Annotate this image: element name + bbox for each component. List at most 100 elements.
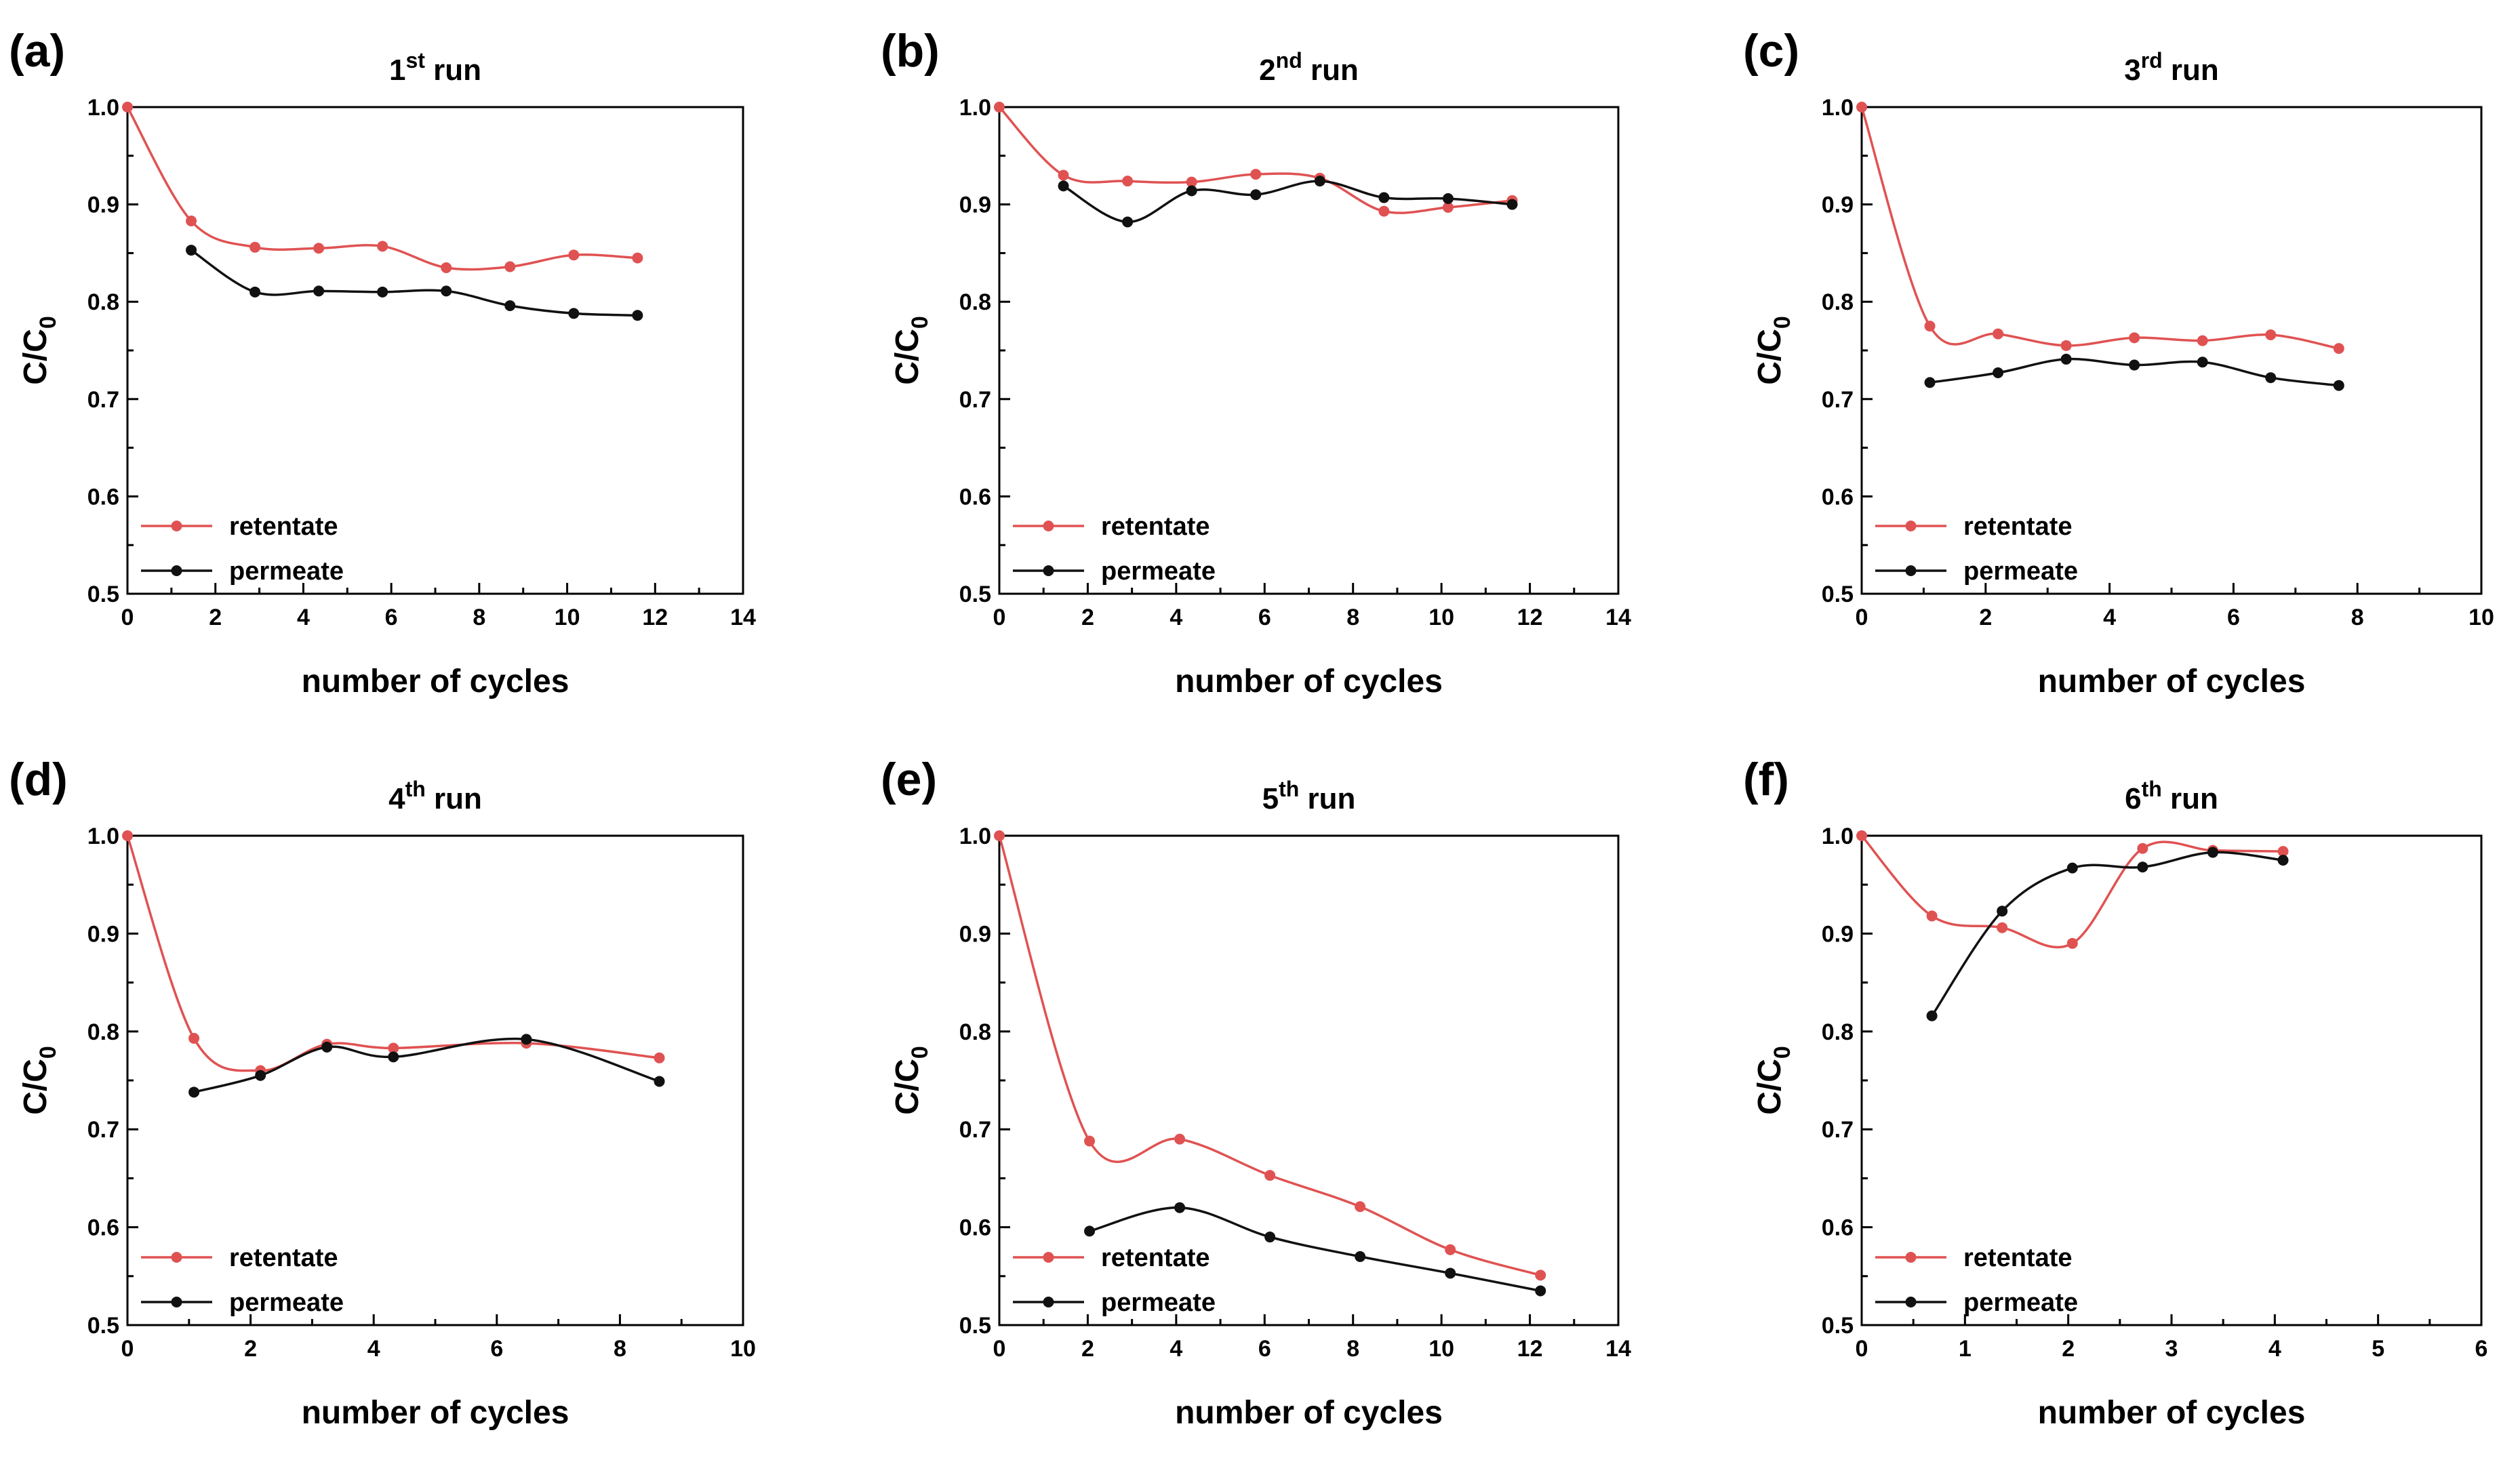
panel-label: (c): [1743, 25, 1799, 77]
data-point-retentate: [504, 261, 516, 272]
x-tick-label: 10: [555, 605, 580, 630]
plot-frame: [1860, 106, 2483, 595]
data-point-retentate: [2066, 937, 2078, 949]
data-point-retentate: [2137, 842, 2148, 854]
data-point-permeate: [313, 285, 325, 297]
title-suffix: run: [2162, 782, 2218, 815]
data-point-retentate: [1084, 1135, 1096, 1147]
title-superscript: th: [405, 777, 426, 801]
y-tick-label: 0.8: [1822, 1019, 1854, 1045]
data-point-retentate: [2277, 846, 2289, 857]
y-tick-label: 0.8: [959, 289, 991, 315]
y-tick-label: 0.6: [87, 1215, 119, 1241]
x-tick-label: 2: [1081, 605, 1094, 630]
data-point-retentate: [1856, 830, 1867, 841]
x-axis-label: number of cycles: [302, 1395, 569, 1431]
legend-marker-permeate: [1043, 1297, 1054, 1307]
x-tick-label: 8: [473, 605, 485, 630]
y-tick-label: 0.8: [1822, 289, 1854, 315]
data-point-permeate: [188, 1087, 200, 1098]
y-tick-label: 0.8: [87, 1019, 119, 1045]
legend-marker-permeate: [171, 1297, 182, 1307]
data-point-retentate: [122, 830, 133, 841]
x-tick-label: 4: [1169, 1336, 1182, 1362]
title-suffix: run: [1302, 54, 1359, 87]
data-point-permeate: [1314, 176, 1325, 187]
y-axis-label-subscript: 0: [907, 316, 933, 329]
data-point-retentate: [994, 830, 1005, 841]
data-point-retentate: [654, 1052, 665, 1063]
data-point-permeate: [632, 310, 643, 321]
x-tick-label: 8: [614, 1336, 626, 1362]
x-tick-label: 0: [993, 1336, 1006, 1362]
y-axis-label-subscript: 0: [1769, 1046, 1795, 1059]
x-tick-label: 6: [2227, 605, 2240, 630]
plot-frame: [126, 834, 744, 1326]
legend-marker-retentate: [1043, 1252, 1054, 1263]
y-axis-label-main: C/C: [889, 329, 925, 385]
y-tick-label: 0.6: [959, 484, 991, 510]
data-point-retentate: [994, 102, 1005, 113]
x-tick-label: 2: [1081, 1336, 1094, 1362]
data-point-retentate: [1856, 102, 1867, 113]
data-point-permeate: [186, 245, 197, 256]
data-point-permeate: [388, 1051, 399, 1063]
title-superscript: th: [1279, 777, 1299, 801]
data-point-retentate: [1355, 1201, 1366, 1213]
x-tick-label: 8: [2351, 605, 2364, 630]
y-tick-label: 0.6: [959, 1215, 991, 1241]
x-tick-label: 6: [385, 605, 398, 630]
legend-label-permeate: permeate: [1101, 1288, 1216, 1317]
data-point-permeate: [249, 286, 261, 298]
y-tick-label: 1.0: [1822, 95, 1854, 121]
data-point-permeate: [321, 1041, 333, 1053]
series-line-retentate: [1860, 106, 2340, 350]
title-number: 5: [1262, 782, 1279, 815]
x-tick-label: 4: [1169, 605, 1182, 630]
data-point-retentate: [2197, 335, 2208, 346]
y-tick-label: 0.9: [87, 192, 119, 218]
x-tick-label: 4: [2268, 1336, 2281, 1362]
plot-frame: [126, 106, 744, 595]
legend-label-retentate: retentate: [1963, 1244, 2073, 1272]
y-tick-label: 0.7: [959, 387, 991, 413]
data-point-retentate: [1535, 1270, 1546, 1281]
y-tick-label: 0.9: [87, 921, 119, 947]
chart-title: 6th run: [2125, 777, 2218, 815]
legend-label-retentate: retentate: [1101, 1244, 1210, 1272]
y-tick-label: 0.9: [959, 921, 991, 947]
y-axis-label: C/C0: [1752, 316, 1795, 385]
y-axis-label-subscript: 0: [907, 1046, 933, 1059]
y-axis-label: C/C0: [889, 316, 933, 385]
data-point-permeate: [255, 1070, 266, 1081]
data-point-permeate: [1058, 180, 1069, 192]
y-tick-label: 0.5: [87, 582, 119, 607]
data-point-permeate: [1926, 1010, 1938, 1021]
data-point-permeate: [504, 300, 516, 311]
plot-frame: [998, 106, 1620, 595]
data-point-permeate: [2129, 359, 2140, 371]
series-line-permeate: [191, 249, 638, 317]
data-point-retentate: [313, 243, 325, 254]
data-point-permeate: [1993, 367, 2004, 379]
data-point-permeate: [1122, 216, 1134, 228]
x-tick-label: 10: [2468, 605, 2494, 630]
y-axis-label: C/C0: [1752, 1046, 1795, 1115]
y-tick-label: 0.8: [87, 289, 119, 315]
legend-marker-retentate: [171, 1252, 182, 1263]
y-tick-label: 0.6: [1822, 1215, 1854, 1241]
data-point-retentate: [632, 252, 643, 264]
y-tick-label: 1.0: [959, 95, 991, 121]
title-suffix: run: [2163, 54, 2219, 87]
x-tick-label: 14: [1605, 1336, 1631, 1362]
panel-label: (d): [9, 754, 68, 805]
data-point-retentate: [122, 102, 133, 113]
data-point-retentate: [249, 241, 261, 253]
x-tick-label: 5: [2372, 1336, 2384, 1362]
x-tick-label: 2: [1979, 605, 1992, 630]
x-tick-label: 14: [730, 605, 756, 630]
data-point-permeate: [1535, 1285, 1546, 1297]
